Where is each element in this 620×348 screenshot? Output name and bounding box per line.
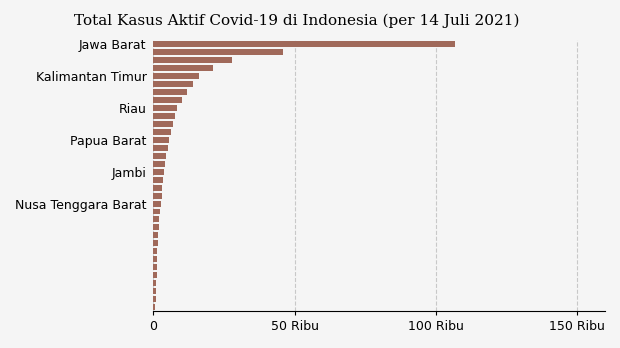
Bar: [153, 89, 187, 95]
Bar: [153, 153, 166, 159]
Bar: [153, 121, 172, 127]
Bar: [153, 57, 232, 63]
Bar: [153, 200, 161, 206]
Bar: [153, 137, 169, 143]
Bar: [153, 129, 171, 135]
Text: Total Kasus Aktif Covid-19 di Indonesia (per 14 Juli 2021): Total Kasus Aktif Covid-19 di Indonesia …: [74, 14, 520, 28]
Bar: [153, 185, 162, 191]
Bar: [153, 224, 159, 230]
Bar: [153, 113, 175, 119]
Bar: [153, 177, 163, 183]
Bar: [153, 248, 157, 254]
Bar: [153, 288, 156, 294]
Bar: [153, 105, 177, 111]
Bar: [153, 264, 157, 270]
Bar: [153, 192, 162, 199]
Bar: [153, 296, 156, 302]
Bar: [153, 97, 182, 103]
Bar: [153, 145, 167, 151]
Bar: [153, 169, 164, 175]
Bar: [153, 256, 157, 262]
Bar: [153, 280, 156, 286]
Bar: [153, 232, 158, 238]
Bar: [153, 81, 193, 87]
Bar: [153, 208, 160, 214]
Bar: [153, 161, 166, 167]
Bar: [153, 41, 456, 47]
Bar: [153, 216, 159, 222]
Bar: [153, 49, 283, 55]
Bar: [153, 73, 198, 79]
Bar: [153, 272, 156, 278]
Bar: [153, 65, 213, 71]
Bar: [153, 304, 155, 310]
Bar: [153, 240, 157, 246]
